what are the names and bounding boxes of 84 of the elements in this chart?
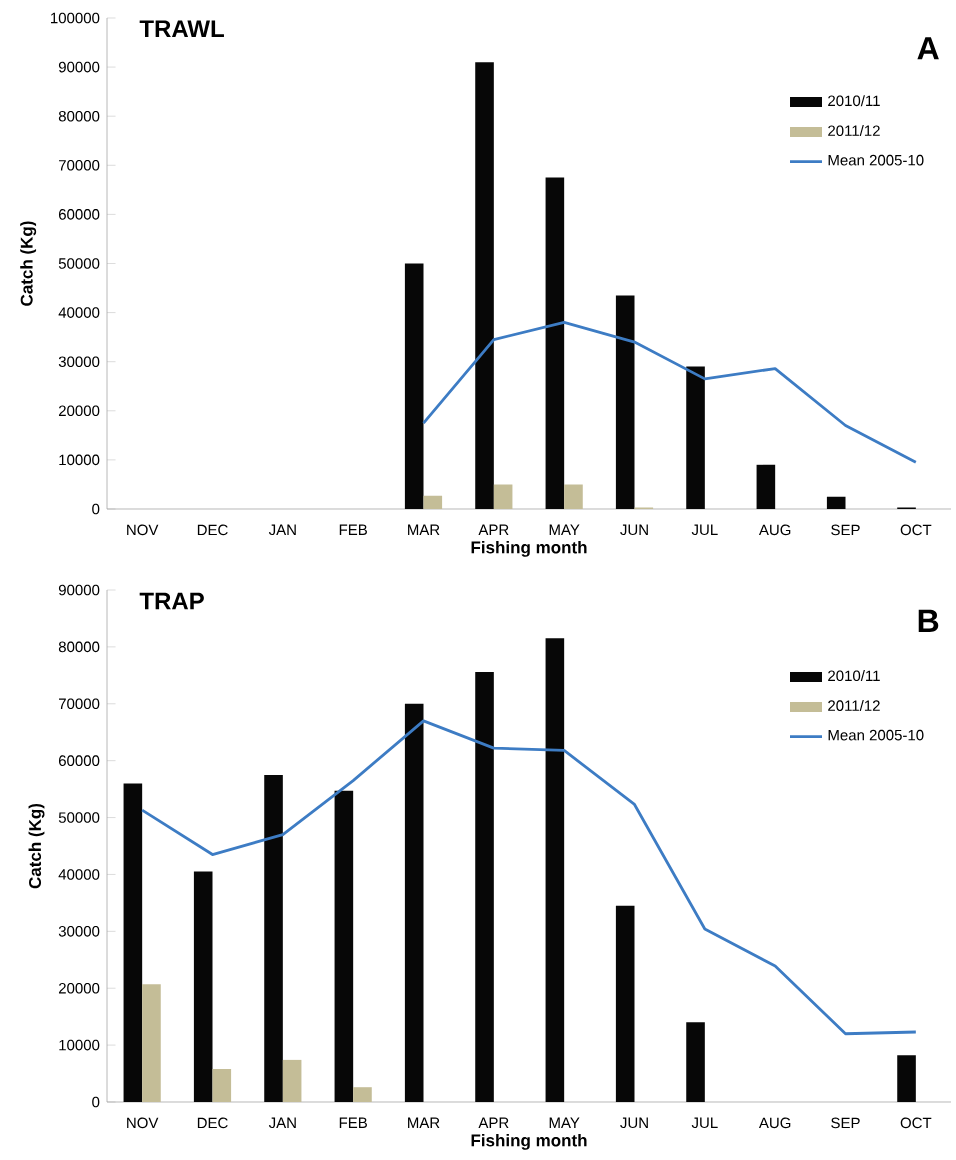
y-tick-label: 100000 xyxy=(51,12,100,24)
x-tick-label: NOV xyxy=(127,1117,159,1129)
y-tick-label: 40000 xyxy=(58,307,100,318)
bar xyxy=(615,905,635,1102)
y-tick-label: 60000 xyxy=(58,755,100,766)
bar xyxy=(193,871,213,1102)
bar xyxy=(897,1055,916,1102)
x-tick-label: MAY xyxy=(549,1117,580,1128)
y-tick-label: 30000 xyxy=(58,926,100,937)
y-tick-label: 10000 xyxy=(59,454,100,466)
x-tick-label: OCT xyxy=(900,1117,932,1129)
y-tick-label: 20000 xyxy=(58,982,100,994)
y-tick-label: 0 xyxy=(92,503,100,515)
bar xyxy=(423,495,443,509)
x-tick-label: SEP xyxy=(831,524,860,536)
x-tick-label: MAR xyxy=(408,524,440,535)
y-tick-label: 50000 xyxy=(58,812,100,823)
x-tick-label: NOV xyxy=(127,524,159,536)
y-tick-label: 70000 xyxy=(59,698,100,710)
y-tick-label: 30000 xyxy=(58,356,100,368)
y-axis-title: Catch (Kg) xyxy=(28,803,45,889)
x-tick-label: FEB xyxy=(339,524,367,535)
y-tick-label: 20000 xyxy=(58,405,100,417)
bar xyxy=(212,1069,232,1102)
x-tick-label: MAR xyxy=(408,1117,440,1128)
bar xyxy=(564,484,583,509)
y-tick-label: 80000 xyxy=(58,641,100,653)
bar xyxy=(282,1059,302,1102)
x-tick-label: DEC xyxy=(197,524,228,536)
y-tick-label: 90000 xyxy=(58,61,100,73)
x-tick-label: AUG xyxy=(758,524,791,536)
y-tick-label: 40000 xyxy=(58,869,100,880)
x-axis-title: Fishing month xyxy=(471,1133,587,1150)
legend-label: 2011/12 xyxy=(828,125,880,137)
y-axis-title: Catch (Kg) xyxy=(20,221,37,306)
bar xyxy=(264,774,283,1102)
bar xyxy=(475,671,494,1102)
y-tick-label: 90000 xyxy=(58,584,100,596)
x-tick-label: MAY xyxy=(549,524,580,535)
x-tick-label: JUN xyxy=(620,1117,648,1129)
y-tick-label: 60000 xyxy=(58,209,100,220)
y-tick-label: 50000 xyxy=(58,258,100,269)
bar xyxy=(404,263,424,509)
chart-title: TRAP xyxy=(139,592,204,610)
x-tick-label: JAN xyxy=(268,524,296,536)
bar xyxy=(404,703,424,1102)
bar xyxy=(142,984,161,1102)
x-tick-label: AUG xyxy=(758,1117,791,1129)
x-tick-label: JAN xyxy=(268,1117,296,1129)
y-tick-label: 70000 xyxy=(59,159,100,171)
legend-label: 2010/11 xyxy=(828,95,880,107)
bar xyxy=(686,1022,705,1102)
legend-label: 2011/12 xyxy=(828,699,880,711)
bar xyxy=(826,496,846,509)
y-tick-label: 80000 xyxy=(58,110,100,122)
bar xyxy=(615,295,635,509)
x-tick-label: APR xyxy=(478,1117,509,1128)
bar xyxy=(475,62,494,509)
legend-label: Mean 2005-10 xyxy=(828,154,924,166)
x-tick-label: FEB xyxy=(339,1117,367,1128)
x-tick-label: JUL xyxy=(691,524,718,536)
annotation: A xyxy=(917,37,939,60)
x-tick-label: APR xyxy=(478,524,509,535)
x-tick-label: SEP xyxy=(831,1117,860,1129)
x-tick-label: OCT xyxy=(900,524,932,536)
annotation: B xyxy=(918,609,939,632)
x-axis-title: Fishing month xyxy=(471,540,587,557)
bar xyxy=(545,177,565,509)
bar xyxy=(756,464,776,509)
x-tick-label: DEC xyxy=(197,1117,228,1129)
bar xyxy=(123,783,143,1102)
legend-label: 2010/11 xyxy=(828,670,880,682)
x-tick-label: JUN xyxy=(620,524,648,536)
x-tick-label: JUL xyxy=(691,1117,718,1129)
bar xyxy=(334,790,354,1102)
bar xyxy=(353,1087,372,1102)
chart-title: TRAWL xyxy=(139,20,224,37)
bar xyxy=(686,366,705,509)
bar xyxy=(493,484,513,509)
y-tick-label: 0 xyxy=(92,1096,100,1108)
legend-label: Mean 2005-10 xyxy=(828,729,924,741)
bar xyxy=(545,638,565,1102)
y-tick-label: 10000 xyxy=(59,1039,100,1051)
line-series xyxy=(422,321,918,464)
